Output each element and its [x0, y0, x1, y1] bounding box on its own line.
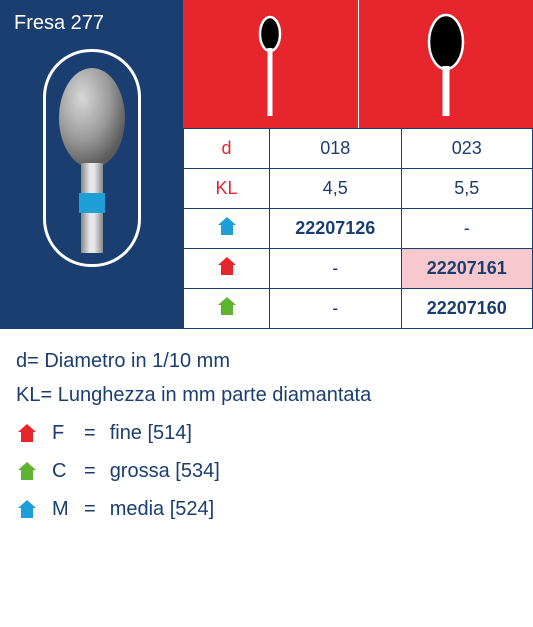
product-image-frame: [43, 49, 141, 267]
kl-col2: 5,5: [401, 169, 533, 209]
legend-desc-c: grossa [534]: [110, 455, 220, 487]
icon-cell-blue: [184, 209, 270, 249]
blue-col2: -: [401, 209, 533, 249]
kl-col1: 4,5: [270, 169, 402, 209]
spec-table: d 018 023 KL 4,5 5,5 22207126 -: [183, 128, 533, 329]
row-red: - 22207161: [184, 249, 533, 289]
row-blue: 22207126 -: [184, 209, 533, 249]
legend-row-f: F = fine [514]: [16, 417, 521, 449]
legend-code-f: F: [52, 417, 70, 449]
label-d: d: [184, 129, 270, 169]
left-panel: Fresa 277: [0, 0, 183, 329]
legend-section: d= Diametro in 1/10 mm KL= Lunghezza in …: [0, 329, 533, 537]
legend-desc-f: fine [514]: [110, 417, 192, 449]
bur-small-icon-1: [255, 12, 285, 116]
blue-col1: 22207126: [270, 209, 402, 249]
house-icon-legend-green: [16, 460, 38, 482]
green-col2: 22207160: [401, 289, 533, 329]
red-col1: -: [270, 249, 402, 289]
bur-large-icon: [52, 63, 132, 253]
legend-line-kl: KL= Lunghezza in mm parte diamantata: [16, 379, 521, 411]
legend-code-m: M: [52, 493, 70, 525]
legend-row-m: M = media [524]: [16, 493, 521, 525]
house-icon-blue: [216, 215, 238, 237]
label-kl: KL: [184, 169, 270, 209]
house-icon-legend-blue: [16, 498, 38, 520]
header-cell-2: [359, 0, 533, 128]
house-icon-red: [216, 255, 238, 277]
row-green: - 22207160: [184, 289, 533, 329]
icon-cell-red: [184, 249, 270, 289]
legend-eq-f: =: [84, 417, 96, 449]
row-kl: KL 4,5 5,5: [184, 169, 533, 209]
icon-cell-green: [184, 289, 270, 329]
house-icon-legend-red: [16, 422, 38, 444]
product-title: Fresa 277: [14, 12, 104, 35]
bur-small-icon-2: [424, 12, 468, 116]
header-cell-1: [183, 0, 359, 128]
legend-eq-c: =: [84, 455, 96, 487]
legend-eq-m: =: [84, 493, 96, 525]
legend-desc-m: media [524]: [110, 493, 215, 525]
legend-line-d: d= Diametro in 1/10 mm: [16, 345, 521, 377]
d-col1: 018: [270, 129, 402, 169]
right-panel: d 018 023 KL 4,5 5,5 22207126 -: [183, 0, 533, 329]
top-section: Fresa 277: [0, 0, 533, 329]
d-col2: 023: [401, 129, 533, 169]
legend-row-c: C = grossa [534]: [16, 455, 521, 487]
row-d: d 018 023: [184, 129, 533, 169]
legend-code-c: C: [52, 455, 70, 487]
red-col2: 22207161: [401, 249, 533, 289]
header-row: [183, 0, 533, 128]
house-icon-green: [216, 295, 238, 317]
green-col1: -: [270, 289, 402, 329]
